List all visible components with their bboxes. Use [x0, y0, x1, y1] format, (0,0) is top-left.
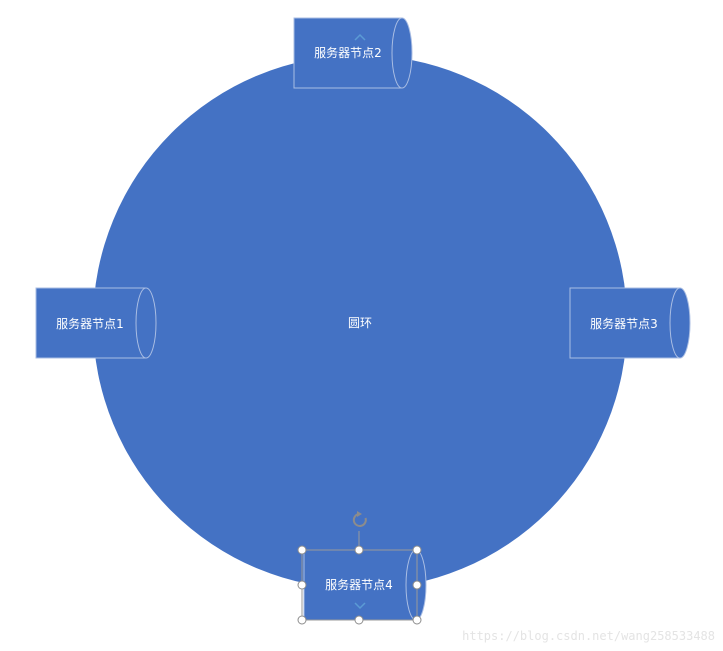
server-node-4[interactable]: 服务器节点4 [303, 549, 427, 621]
rotate-handle-icon[interactable] [352, 511, 367, 527]
server-node-3-label: 服务器节点3 [590, 316, 658, 331]
resize-handle-left[interactable] [297, 580, 307, 590]
resize-handle-top-left[interactable] [297, 545, 307, 555]
hash-ring-circle[interactable] [93, 55, 627, 589]
watermark-text: https://blog.csdn.net/wang258533488 [462, 629, 715, 643]
server-node-4-label: 服务器节点4 [325, 577, 393, 592]
node-2-top-handle-icon [354, 33, 366, 41]
resize-handle-right[interactable] [412, 580, 422, 590]
server-node-1-label: 服务器节点1 [56, 316, 124, 331]
node-4-bottom-handle-icon [354, 602, 366, 610]
server-node-2[interactable]: 服务器节点2 [293, 17, 413, 89]
resize-handle-bottom-left[interactable] [297, 615, 307, 625]
resize-handle-bottom[interactable] [354, 615, 364, 625]
server-node-2-label: 服务器节点2 [314, 45, 382, 60]
resize-handle-top[interactable] [354, 545, 364, 555]
hash-ring-label: 圆环 [348, 316, 372, 330]
resize-handle-bottom-right[interactable] [412, 615, 422, 625]
resize-handle-top-right[interactable] [412, 545, 422, 555]
server-node-3[interactable]: 服务器节点3 [569, 287, 691, 359]
server-node-1[interactable]: 服务器节点1 [35, 287, 157, 359]
